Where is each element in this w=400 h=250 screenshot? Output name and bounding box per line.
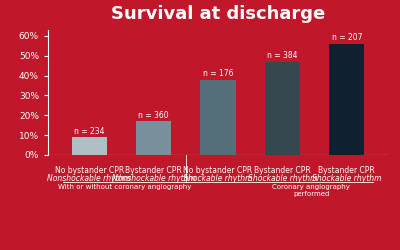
Text: Shockable rhythm: Shockable rhythm: [248, 174, 317, 184]
Text: n = 384: n = 384: [267, 51, 298, 60]
Text: Shockable rhythm: Shockable rhythm: [183, 174, 253, 184]
Text: No bystander CPR: No bystander CPR: [54, 166, 124, 175]
Text: Nonshockable rhythm: Nonshockable rhythm: [112, 174, 196, 184]
Text: Bystander CPR: Bystander CPR: [125, 166, 182, 175]
Bar: [265, 62, 300, 155]
Text: Shockable rhythm: Shockable rhythm: [312, 174, 382, 184]
Bar: [136, 121, 171, 155]
Text: n = 360: n = 360: [138, 111, 169, 120]
Text: n = 207: n = 207: [332, 33, 362, 42]
Text: Bystander CPR: Bystander CPR: [254, 166, 311, 175]
Text: n = 176: n = 176: [203, 69, 233, 78]
Text: Coronary angiography
performed: Coronary angiography performed: [272, 184, 350, 197]
Bar: [200, 80, 236, 155]
Text: Bystander CPR: Bystander CPR: [318, 166, 375, 175]
Text: n = 234: n = 234: [74, 126, 104, 136]
Text: Nonshockable rhythm: Nonshockable rhythm: [47, 174, 131, 184]
Bar: [72, 137, 107, 155]
Text: With or without coronary angiography: With or without coronary angiography: [58, 184, 191, 190]
Bar: [329, 44, 364, 155]
Title: Survival at discharge: Survival at discharge: [111, 5, 325, 23]
Text: No bystander CPR: No bystander CPR: [183, 166, 253, 175]
